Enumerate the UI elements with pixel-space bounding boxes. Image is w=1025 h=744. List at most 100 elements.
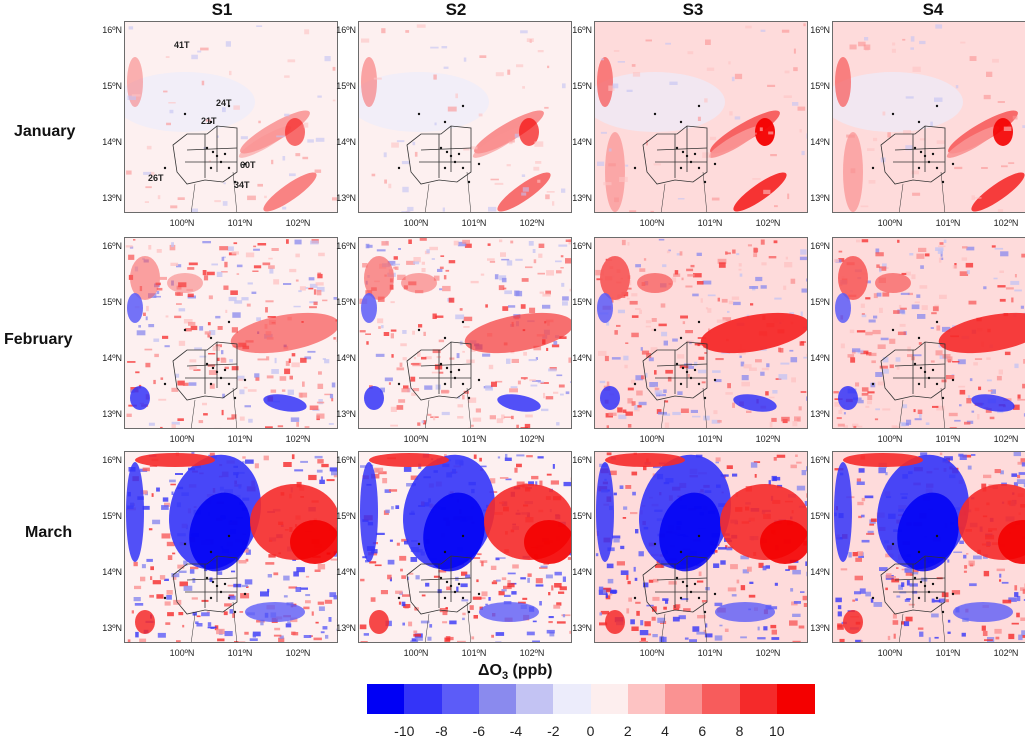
speckle <box>453 240 459 246</box>
speckle <box>865 405 870 408</box>
speckle <box>694 361 698 367</box>
speckle <box>631 332 639 338</box>
speckle <box>455 428 462 429</box>
station-marker <box>951 592 955 596</box>
speckle <box>714 379 722 383</box>
station-marker <box>697 534 701 538</box>
speckle <box>143 171 152 175</box>
ozone-difference-map <box>833 22 1025 212</box>
speckle <box>162 497 169 502</box>
speckle <box>792 421 798 427</box>
speckle <box>727 310 730 313</box>
speckle <box>958 385 966 388</box>
speckle <box>317 601 325 605</box>
speckle <box>799 256 807 261</box>
positive-plume <box>946 126 1000 158</box>
speckle <box>765 565 770 569</box>
boundary-outline <box>172 125 238 212</box>
positive-core <box>285 118 305 146</box>
speckle <box>946 356 953 362</box>
speckle <box>961 632 966 637</box>
speckle <box>646 352 652 358</box>
speckle <box>964 565 968 569</box>
speckle <box>239 611 244 613</box>
speckle <box>263 455 269 461</box>
latitude-tick-label: 15ºN <box>810 81 830 91</box>
speckle <box>600 131 607 134</box>
speckle <box>191 452 195 454</box>
station-marker <box>211 150 215 154</box>
speckle <box>387 559 395 565</box>
speckle <box>283 462 292 467</box>
speckle <box>248 418 253 423</box>
speckle <box>546 270 554 276</box>
speckle <box>727 587 737 592</box>
speckle <box>229 70 232 76</box>
speckle <box>270 389 277 393</box>
speckle <box>213 427 222 428</box>
speckle <box>788 565 797 570</box>
station-marker <box>679 336 683 340</box>
speckle <box>509 388 518 393</box>
speckle <box>533 259 537 264</box>
longitude-tick-label: 102ºN <box>755 218 781 228</box>
speckle <box>783 285 787 290</box>
speckle <box>613 50 620 52</box>
speckle <box>144 201 149 203</box>
speckle <box>208 295 213 300</box>
speckle <box>997 285 1006 288</box>
speckle <box>128 26 134 30</box>
speckle <box>401 211 411 212</box>
station-marker <box>679 166 683 170</box>
speckle <box>860 303 865 308</box>
speckle <box>717 258 727 264</box>
ozone-difference-map <box>125 452 337 642</box>
speckle <box>658 238 665 241</box>
speckle <box>646 140 648 146</box>
boundary-outline <box>642 555 708 642</box>
latitude-tick-label: 15ºN <box>336 511 356 521</box>
station-marker <box>689 160 693 164</box>
speckle <box>661 331 668 337</box>
speckle <box>852 348 861 353</box>
speckle <box>157 632 166 638</box>
positive-plume <box>700 312 807 354</box>
speckle <box>909 574 914 576</box>
speckle <box>143 312 146 316</box>
speckle <box>531 475 539 480</box>
speckle <box>233 242 238 245</box>
speckle <box>932 405 939 408</box>
speckle <box>768 131 774 135</box>
speckle <box>942 354 951 359</box>
speckle <box>556 602 562 606</box>
station-marker <box>685 154 689 158</box>
speckle <box>413 356 417 360</box>
station-marker <box>633 382 637 386</box>
colorbar-tick-label: -6 <box>472 723 486 739</box>
latitude-tick-label: 16ºN <box>810 25 830 35</box>
speckle <box>728 61 731 65</box>
speckle <box>983 94 991 100</box>
speckle <box>548 616 554 619</box>
speckle <box>696 252 702 256</box>
map-panel-s3-march <box>594 451 808 643</box>
speckle <box>475 408 481 413</box>
speckle <box>678 615 686 620</box>
speckle <box>697 369 707 374</box>
speckle <box>325 634 329 639</box>
speckle <box>969 378 973 382</box>
speckle <box>410 363 420 365</box>
speckle <box>162 335 169 339</box>
speckle <box>724 628 729 632</box>
speckle <box>171 421 180 425</box>
speckle <box>653 163 661 166</box>
speckle <box>300 460 308 463</box>
speckle <box>734 116 741 120</box>
speckle <box>658 393 666 397</box>
negative-core <box>189 492 251 572</box>
speckle <box>510 386 518 389</box>
speckle <box>333 595 337 600</box>
longitude-tick-label: 100ºN <box>403 648 429 658</box>
speckle <box>457 416 464 419</box>
speckle <box>189 365 197 370</box>
